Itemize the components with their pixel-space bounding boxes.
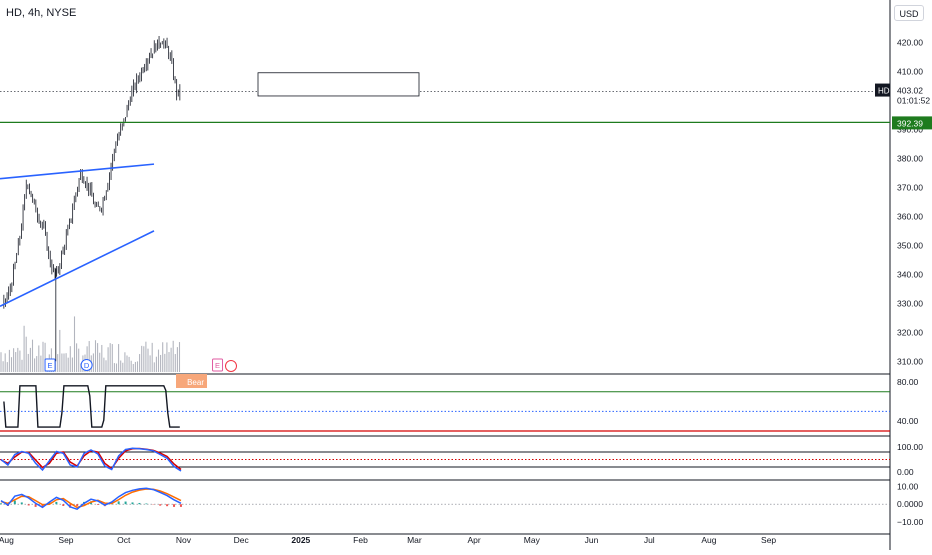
time-tick-label: Nov [176, 535, 192, 545]
price-bars [3, 35, 181, 362]
indicator-tick-label: 40.00 [897, 416, 919, 426]
dividend-marker[interactable] [80, 359, 93, 371]
split-marker-icon[interactable] [225, 360, 237, 372]
chart-title: HD, 4h, NYSE [6, 7, 77, 19]
earnings-marker[interactable] [212, 358, 224, 372]
time-tick-label: Jul [644, 535, 655, 545]
volume-bars [0, 316, 181, 372]
trendline[interactable] [0, 163, 155, 180]
indicator-tick-label: 10.00 [897, 481, 919, 491]
indicator-tick-label: 0.00 [897, 467, 914, 477]
rectangle-drawing[interactable] [257, 72, 420, 97]
rsi-line [3, 385, 180, 428]
price-tick-label: 350.00 [897, 240, 923, 250]
grid [0, 0, 891, 550]
time-tick-label: Aug [0, 535, 14, 545]
price-tick-label: 380.00 [897, 153, 923, 163]
price-tick-label: 370.00 [897, 182, 923, 192]
price-tick-label: 340.00 [897, 269, 923, 279]
event-marker-label: E [48, 361, 53, 370]
macd-line [0, 487, 182, 511]
price-tick-label: 320.00 [897, 327, 923, 337]
time-tick-label: Jun [585, 535, 599, 545]
time-tick-label: Apr [467, 535, 480, 545]
time-tick-label: Sep [58, 535, 73, 545]
indicator-tick-label: 80.00 [897, 377, 919, 387]
currency-button[interactable]: USD [894, 5, 924, 21]
price-tick-label: 420.00 [897, 37, 923, 47]
level-label-box [892, 116, 932, 130]
last-price-label: 403.02 [897, 86, 923, 96]
indicator-tick-label: −10.00 [897, 517, 924, 527]
time-tick-label: Sep [761, 535, 776, 545]
indicator-panes: Bear [0, 374, 890, 511]
indicator-tag-label: Bear [187, 378, 204, 387]
level-label: 392.39 [897, 118, 923, 128]
time-tick-label: 2025 [291, 535, 310, 545]
indicator-tick-label: 100.00 [897, 442, 923, 452]
time-tick-label: May [524, 535, 541, 545]
time-tick-label: Mar [407, 535, 422, 545]
countdown-label: 01:01:52 [897, 96, 930, 106]
trendline[interactable] [0, 230, 155, 307]
stoch-k-line [0, 447, 182, 472]
time-tick-label: Feb [353, 535, 368, 545]
indicator-tag-box [176, 374, 207, 388]
price-tick-label: 310.00 [897, 356, 923, 366]
time-tick-label: Oct [117, 535, 131, 545]
symbol-label-box [875, 83, 890, 97]
time-tick-label: Aug [701, 535, 716, 545]
earnings-marker[interactable] [44, 358, 56, 372]
axes: 420.00410.00400.00390.00380.00370.00360.… [0, 37, 932, 545]
last-price-box [893, 83, 932, 107]
time-tick-label: Dec [234, 535, 250, 545]
symbol-label: HD [878, 87, 890, 96]
price-tick-label: 360.00 [897, 211, 923, 221]
event-marker-label: E [215, 361, 220, 370]
price-tick-label: 330.00 [897, 298, 923, 308]
event-marker-label: D [84, 361, 90, 370]
indicator-tick-label: 0.0000 [897, 499, 923, 509]
price-tick-label: 410.00 [897, 66, 923, 76]
